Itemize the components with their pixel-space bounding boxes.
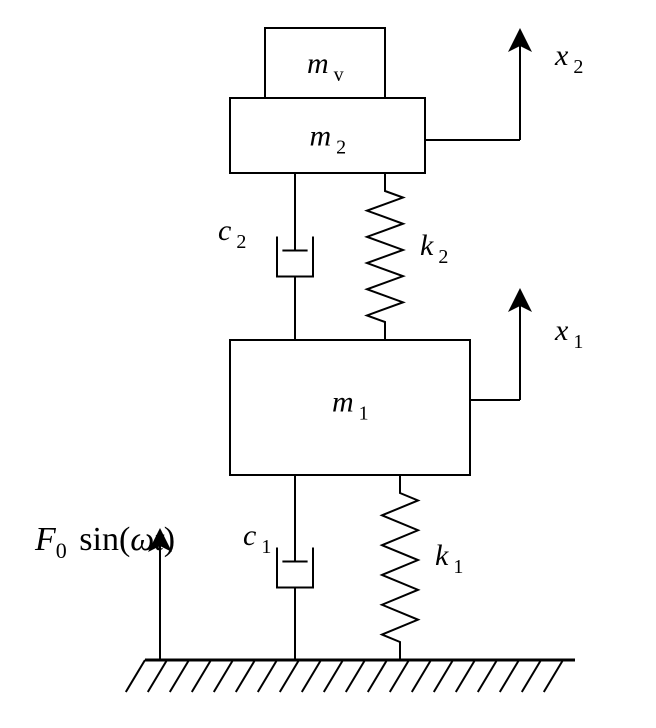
svg-text:c 2: c 2 [218,214,246,253]
svg-text:m v: m v [307,47,344,86]
svg-text:m 2: m 2 [310,120,347,159]
svg-text:k 2: k 2 [420,229,448,268]
svg-text:x 1: x 1 [554,314,583,353]
svg-text:x 2: x 2 [554,39,583,78]
svg-text:k 1: k 1 [435,539,463,578]
svg-text:c 1: c 1 [243,519,271,558]
svg-text:m 1: m 1 [332,386,369,425]
svg-text:F0 sin(ωt): F0 sin(ωt) [34,521,175,563]
vibration-diagram: m v m 2 m 1 k 2 k 1 c 2 c 1 x 2 x 1 F0 sin(ωt) [0,0,656,728]
